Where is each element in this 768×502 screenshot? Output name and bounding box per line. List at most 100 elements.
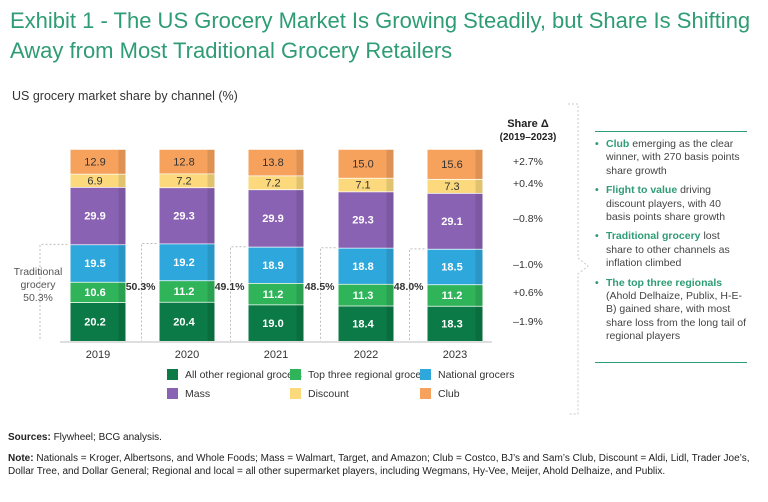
chart-subtitle: US grocery market share by channel (%): [12, 89, 238, 103]
bar-segment: [70, 302, 126, 341]
bar-segment-shade: [475, 149, 483, 179]
bullet-icon: •: [595, 276, 599, 289]
bullet-icon: •: [595, 184, 599, 197]
bar-segment: [248, 175, 304, 190]
legend-label: National grocers: [438, 369, 514, 381]
bullet-icon: •: [595, 230, 599, 243]
data-label: 29.9: [262, 213, 283, 225]
data-label: 13.8: [262, 157, 283, 169]
data-label: 18.8: [352, 261, 373, 273]
legend-swatch: [167, 369, 178, 380]
bar-segment: [159, 301, 215, 341]
footnote: Note: Nationals = Kroger, Albertsons, an…: [8, 453, 763, 478]
data-label: 20.4: [173, 316, 195, 328]
bar-segment: [427, 305, 483, 341]
legend-label: Mass: [185, 388, 210, 400]
data-label: 15.0: [352, 158, 373, 170]
traditional-label: 50.3%: [23, 292, 53, 304]
bar-segment-shade: [118, 244, 126, 282]
share-delta-value: –1.0%: [513, 259, 543, 271]
share-delta-header: Share Δ: [507, 118, 549, 130]
data-label: 18.5: [441, 262, 462, 274]
bar-segment: [70, 244, 126, 282]
sources-text: Flywheel; BCG analysis.: [50, 432, 162, 443]
bar-segment-shade: [118, 302, 126, 341]
legend-swatch: [290, 388, 301, 399]
bar-segment-shade: [207, 243, 215, 281]
data-label: 12.9: [84, 156, 105, 168]
insight-item: • Club emerging as the clear winner, with…: [595, 138, 747, 178]
data-label: 7.2: [265, 177, 280, 189]
data-label: 6.9: [87, 175, 102, 187]
bar-segment: [159, 149, 215, 174]
data-label: 29.3: [173, 210, 194, 222]
data-label: 11.2: [263, 289, 284, 301]
bar-segment-shade: [296, 175, 304, 190]
bar-segment-shade: [118, 173, 126, 188]
bar-segment-shade: [475, 178, 483, 193]
note-label: Note:: [8, 453, 34, 464]
bar-segment: [427, 192, 483, 249]
bar-segment-shade: [386, 247, 394, 284]
insight-highlight: Traditional grocery: [606, 230, 701, 243]
bar-segment-shade: [207, 173, 215, 188]
bar-segment: [70, 187, 126, 245]
bar-segment: [248, 246, 304, 284]
data-label: 18.9: [262, 260, 283, 272]
data-label: 12.8: [173, 156, 194, 168]
data-label: 29.1: [441, 216, 462, 228]
bar-segment: [338, 283, 394, 306]
bar-segment-shade: [296, 304, 304, 341]
bar-segment-shade: [386, 191, 394, 248]
traditional-bracket: [409, 248, 425, 341]
bar-segment-shade: [207, 187, 215, 244]
data-label: 29.9: [84, 211, 105, 223]
bar-segment: [159, 280, 215, 302]
traditional-total-label: 49.1%: [215, 281, 245, 293]
bar-segment-shade: [475, 305, 483, 341]
bar-segment-shade: [386, 283, 394, 306]
note-text: Nationals = Kroger, Albertsons, and Whol…: [8, 453, 750, 477]
insight-text: Flight to value driving discount players…: [606, 184, 726, 224]
data-label: 11.3: [353, 290, 374, 302]
bar-segment: [70, 281, 126, 303]
bar-segment: [427, 178, 483, 193]
legend-label: Top three regional grocers: [308, 369, 430, 381]
bullet-icon: •: [595, 138, 599, 150]
bar-segment: [427, 284, 483, 306]
insight-item: • The top three regionals (Ahold Delhaize…: [595, 277, 747, 344]
bar-segment: [248, 189, 304, 247]
data-label: 15.6: [441, 159, 462, 171]
traditional-label: Traditional: [14, 266, 63, 278]
data-label: 18.3: [441, 318, 462, 330]
data-label: 10.6: [84, 287, 105, 299]
bar-segment: [159, 187, 215, 244]
legend-swatch: [420, 369, 431, 380]
bar-segment: [248, 283, 304, 305]
bar-segment-shade: [296, 189, 304, 247]
legend-swatch: [167, 388, 178, 399]
share-delta-value: +0.6%: [513, 287, 543, 299]
data-label: 11.2: [174, 286, 195, 298]
traditional-label: grocery: [20, 279, 56, 291]
legend-swatch: [290, 369, 301, 380]
bar-segment-shade: [475, 284, 483, 306]
x-tick-label: 2019: [86, 349, 110, 361]
insight-text: Traditional grocery lost share to other …: [606, 230, 730, 270]
bar-segment: [338, 247, 394, 284]
traditional-total-label: 48.0%: [394, 281, 424, 293]
bar-segment-shade: [296, 246, 304, 284]
traditional-bracket: [230, 246, 246, 341]
share-delta-value: –1.9%: [513, 316, 543, 328]
traditional-bracket: [39, 243, 68, 341]
bar-segment-shade: [118, 187, 126, 245]
insight-highlight: The top three regionals: [606, 276, 723, 289]
bar-segment-shade: [386, 177, 394, 192]
bar-segment-shade: [118, 149, 126, 174]
legend-label: All other regional grocers: [185, 369, 302, 381]
bar-segment: [159, 243, 215, 281]
traditional-total-label: 50.3%: [126, 281, 156, 293]
x-tick-label: 2022: [354, 349, 378, 361]
bar-segment: [338, 305, 394, 341]
bar-segment-shade: [386, 305, 394, 341]
